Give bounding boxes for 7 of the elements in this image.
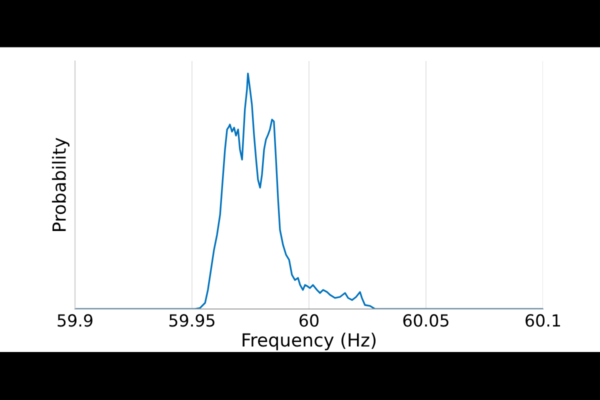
x-tick-label: 60.05 <box>403 314 448 327</box>
x-tick-label: 60.1 <box>526 314 560 327</box>
y-axis-title: Probability <box>52 138 70 231</box>
x-axis-title: Frequency (Hz) <box>242 332 376 350</box>
x-tick-label: 59.9 <box>58 314 92 327</box>
x-tick-label: 59.95 <box>169 314 214 327</box>
x-tick-label: 60 <box>300 314 318 327</box>
